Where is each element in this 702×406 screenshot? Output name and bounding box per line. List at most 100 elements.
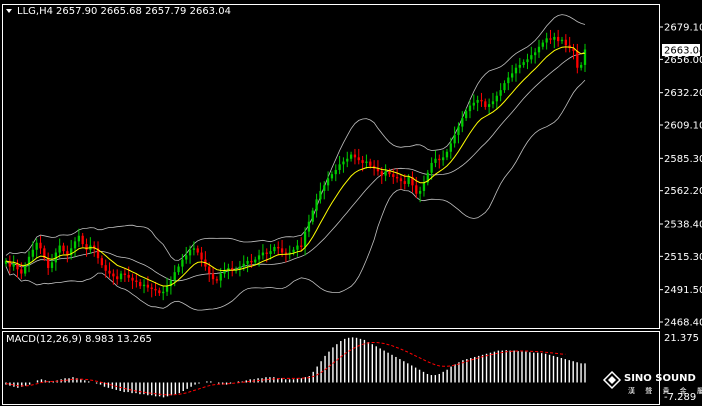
candle xyxy=(507,71,510,91)
candle xyxy=(461,111,464,133)
candle xyxy=(545,32,548,50)
candle xyxy=(464,108,468,121)
current-price-label: 2663.04 xyxy=(664,46,702,57)
chart-frame xyxy=(2,4,660,405)
candle xyxy=(468,99,472,119)
candle xyxy=(273,244,276,254)
candle xyxy=(77,228,81,247)
candle xyxy=(100,255,104,268)
watermark-subtext: 漢 聲 貴 金 屬 xyxy=(628,386,702,395)
price-tick-label: 2538.40 xyxy=(664,219,702,230)
candle xyxy=(89,237,92,254)
watermark-logo: SINO SOUND 漢 聲 貴 金 屬 xyxy=(602,370,702,395)
candle xyxy=(123,267,127,282)
ohlc-label: 2657.90 2665.68 2657.79 2663.04 xyxy=(56,6,231,17)
symbol-label: LLG,H4 xyxy=(17,6,53,17)
candle xyxy=(16,259,19,278)
candle xyxy=(177,263,180,275)
macd-pane-border xyxy=(2,331,660,405)
candle xyxy=(514,63,518,82)
candle xyxy=(208,262,211,282)
candle xyxy=(31,241,34,261)
candle xyxy=(457,122,460,144)
candle xyxy=(572,43,575,60)
lower-band-line xyxy=(5,79,586,311)
candle xyxy=(549,29,552,44)
candle xyxy=(261,244,265,260)
price-tick-label: 2656.00 xyxy=(664,55,702,66)
ma-line xyxy=(5,46,586,287)
candle xyxy=(96,241,100,264)
candle xyxy=(526,53,529,70)
candle xyxy=(219,267,222,288)
candle xyxy=(139,279,142,289)
candle xyxy=(12,255,15,271)
candle xyxy=(518,57,521,74)
candle xyxy=(284,248,288,263)
candle xyxy=(188,245,192,264)
candle xyxy=(288,245,291,260)
collapse-triangle-icon[interactable] xyxy=(6,9,12,13)
candle xyxy=(392,168,395,184)
candle xyxy=(154,281,157,296)
candle xyxy=(495,91,498,110)
candle xyxy=(445,148,449,161)
candle xyxy=(503,80,506,93)
candle xyxy=(553,32,556,49)
candle xyxy=(434,150,437,168)
candle xyxy=(58,238,61,259)
candle xyxy=(246,256,249,273)
candle xyxy=(112,269,115,285)
candle xyxy=(357,148,360,165)
candle xyxy=(142,279,146,294)
candle xyxy=(342,157,345,173)
candle xyxy=(158,287,161,296)
candle xyxy=(296,239,299,257)
candle xyxy=(353,148,357,165)
candle xyxy=(162,286,165,301)
candle xyxy=(50,253,54,273)
candle xyxy=(576,43,579,74)
candle xyxy=(39,235,42,254)
candle xyxy=(250,253,253,268)
price-tick-label: 2515.30 xyxy=(664,252,702,263)
candle xyxy=(165,277,169,296)
macd-label: MACD(12,26,9) 8.983 13.265 xyxy=(6,334,152,345)
candle xyxy=(104,259,107,278)
candle xyxy=(215,276,219,284)
price-tick-label: 2491.50 xyxy=(664,285,702,296)
candle xyxy=(269,244,272,260)
moving-average xyxy=(5,46,586,287)
candle xyxy=(47,252,50,275)
candle xyxy=(62,242,65,254)
candle xyxy=(81,232,84,247)
candle xyxy=(453,126,456,148)
candle xyxy=(292,246,295,256)
candle xyxy=(480,92,483,107)
candle xyxy=(522,59,525,68)
candle xyxy=(231,260,234,277)
candle xyxy=(568,36,571,53)
candle xyxy=(66,245,69,263)
candle xyxy=(254,256,257,266)
candle xyxy=(441,150,445,166)
candle xyxy=(472,94,475,110)
macd-bottom-value: -7.289 xyxy=(664,392,696,403)
candle xyxy=(24,262,27,277)
candle xyxy=(277,241,280,256)
candle xyxy=(449,137,452,159)
candle xyxy=(537,39,541,58)
candle xyxy=(35,238,38,259)
price-tick-label: 2609.10 xyxy=(664,121,702,132)
current-price-tag: 2663.04 xyxy=(662,44,702,57)
candle xyxy=(85,238,88,257)
price-tick-label: 2468.40 xyxy=(664,318,702,329)
candle xyxy=(418,186,422,203)
macd-top-value: 21.375 xyxy=(664,333,699,344)
candle xyxy=(583,43,587,72)
candle xyxy=(476,95,479,112)
candle xyxy=(430,157,433,180)
candle xyxy=(108,262,111,278)
candle xyxy=(530,46,533,64)
